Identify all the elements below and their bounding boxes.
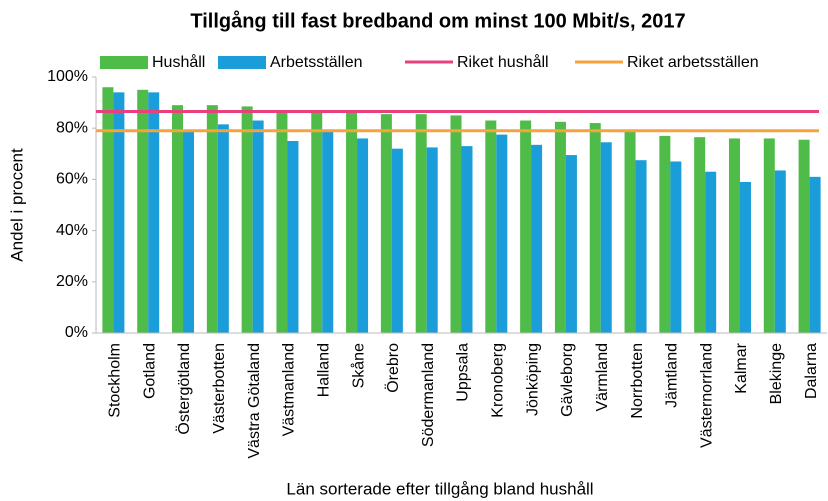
bar xyxy=(554,121,566,333)
bar xyxy=(276,110,288,333)
chart-title: Tillgång till fast bredband om minst 100… xyxy=(190,9,685,32)
y-tick-label: 80% xyxy=(56,119,88,136)
x-tick-label: Norrbotten xyxy=(629,343,646,419)
x-tick-label: Jönköping xyxy=(524,343,541,416)
bar xyxy=(774,170,786,333)
x-tick-label: Blekinge xyxy=(768,343,785,404)
y-tick-label: 0% xyxy=(65,324,88,341)
x-tick-label: Skåne xyxy=(349,343,367,388)
legend-label: Riket arbetsställen xyxy=(627,54,759,71)
bar xyxy=(426,147,438,333)
legend-label: Riket hushåll xyxy=(457,53,549,71)
x-axis-title: Län sorterade efter tillgång bland hushå… xyxy=(286,479,593,498)
y-tick-label: 60% xyxy=(56,171,88,188)
bar xyxy=(694,137,706,333)
bar xyxy=(206,105,218,333)
bar xyxy=(391,148,403,333)
bar xyxy=(485,120,497,334)
bar xyxy=(600,142,612,333)
bar xyxy=(415,114,427,334)
bar xyxy=(102,87,114,334)
x-tick-label: Södermanland xyxy=(420,343,437,447)
bar xyxy=(137,89,149,333)
x-tick-label: Värmland xyxy=(594,343,611,411)
bar xyxy=(311,110,323,333)
bar xyxy=(113,92,125,333)
bar xyxy=(252,120,264,334)
x-tick-label: Östergötland xyxy=(175,343,193,435)
x-tick-label: Uppsala xyxy=(455,343,472,402)
bar xyxy=(624,129,636,333)
x-tick-label: Gävleborg xyxy=(559,343,576,417)
bar xyxy=(287,141,299,333)
bar xyxy=(670,161,682,333)
bar xyxy=(809,176,821,333)
bar xyxy=(520,120,532,334)
x-tick-label: Västra Götaland xyxy=(246,343,263,459)
x-tick-label: Örebro xyxy=(384,343,402,393)
x-tick-label: Stockholm xyxy=(107,343,124,418)
bar xyxy=(496,134,508,333)
x-tick-label: Dalarna xyxy=(803,343,820,399)
bar xyxy=(346,111,358,333)
x-tick-label: Halland xyxy=(315,343,332,397)
bar xyxy=(798,139,810,333)
y-tick-label: 20% xyxy=(56,273,88,290)
bar xyxy=(589,123,601,333)
x-tick-label: Jämtland xyxy=(664,343,681,408)
legend-swatch xyxy=(100,56,148,69)
bar xyxy=(531,144,543,333)
y-tick-label: 40% xyxy=(56,222,88,239)
x-tick-label: Västmanland xyxy=(281,343,298,436)
bar xyxy=(148,92,160,333)
bar xyxy=(183,130,195,333)
bar xyxy=(217,124,229,333)
y-tick-label: 100% xyxy=(47,68,88,85)
bar xyxy=(461,146,473,333)
x-tick-label: Västernorrland xyxy=(698,343,715,448)
bar xyxy=(380,114,392,334)
bar xyxy=(357,138,369,333)
bar xyxy=(763,138,775,333)
bar xyxy=(322,130,334,333)
legend-label: Hushåll xyxy=(152,53,205,71)
bar xyxy=(728,138,740,333)
x-tick-label: Västerbotten xyxy=(211,343,228,434)
x-tick-label: Kalmar xyxy=(733,342,750,393)
y-axis-title: Andel i procent xyxy=(7,148,26,262)
bar xyxy=(739,181,751,333)
legend-label: Arbetsställen xyxy=(270,54,363,71)
bar xyxy=(705,171,717,333)
bar xyxy=(635,160,647,333)
bar xyxy=(450,115,462,334)
x-tick-label: Gotland xyxy=(141,343,158,399)
bar xyxy=(241,106,253,333)
bar xyxy=(172,105,184,333)
legend-swatch xyxy=(218,56,266,69)
bar xyxy=(565,155,577,333)
bar xyxy=(659,135,671,333)
x-tick-label: Kronoberg xyxy=(490,343,507,418)
